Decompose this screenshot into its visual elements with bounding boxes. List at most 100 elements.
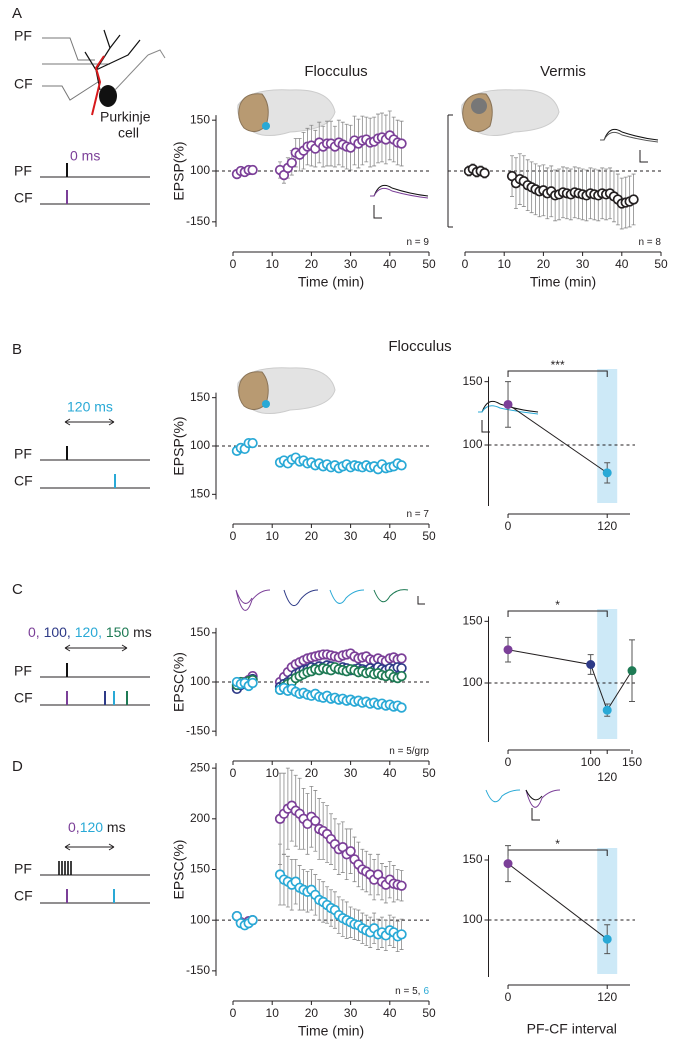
x-axis-label: Time (min) xyxy=(530,274,596,290)
x-tick-label: 50 xyxy=(422,766,436,780)
data-point xyxy=(602,468,612,478)
highlight-band xyxy=(597,848,618,974)
x-tick-label: 50 xyxy=(422,529,436,543)
data-point xyxy=(479,167,490,179)
chart-title: Flocculus xyxy=(388,338,451,355)
cf-label: CF xyxy=(14,888,33,904)
timing-part: ms xyxy=(103,819,126,835)
y-tick-label: 100 xyxy=(190,163,210,177)
scale-bar xyxy=(417,596,425,605)
y-tick-label: 200 xyxy=(190,811,210,825)
stim-line xyxy=(40,176,150,205)
diagram-label: PF xyxy=(14,28,32,44)
cf-label: CF xyxy=(14,690,33,706)
data-point xyxy=(503,859,513,869)
data-point xyxy=(396,653,407,664)
y-axis-label: EPSC(%) xyxy=(171,840,187,900)
data-point xyxy=(247,437,258,449)
cf-label: CF xyxy=(14,473,33,489)
trace xyxy=(373,589,409,603)
chart-title: Vermis xyxy=(540,63,586,80)
trace xyxy=(525,789,543,801)
chart: Flocculus 150 100 -150 EPSP(%) 0 10 20 30 40 50 Tim… xyxy=(171,63,436,290)
x-tick-label: 120 xyxy=(597,990,617,1004)
climbing-fiber xyxy=(91,55,105,116)
sample-size: n = 8 xyxy=(638,237,661,248)
trace xyxy=(370,184,429,197)
timing-label: 0,120 ms xyxy=(68,819,126,835)
y-tick-label: -150 xyxy=(186,963,210,977)
x-tick-label: 50 xyxy=(422,1006,436,1020)
cell-body xyxy=(99,85,117,107)
highlight-band xyxy=(597,609,618,739)
pf-label: PF xyxy=(14,163,32,179)
sample-size-part: n = 7 xyxy=(406,509,429,520)
scale-bar xyxy=(639,150,648,163)
data-point xyxy=(345,846,356,857)
y-tick-label: 100 xyxy=(190,674,210,688)
data-point xyxy=(627,666,637,676)
stim-line xyxy=(40,676,150,706)
x-tick-label: 30 xyxy=(344,1006,358,1020)
x-tick-label: 0 xyxy=(230,257,237,271)
flocculus-marker xyxy=(262,122,270,130)
sample-size-part: n = 5, xyxy=(395,986,420,997)
y-tick-label: -150 xyxy=(186,723,210,737)
y-tick-label: 150 xyxy=(190,390,210,404)
panel-letter: B xyxy=(12,341,22,358)
x-tick-label: 20 xyxy=(305,766,319,780)
x-tick-label: 100 xyxy=(581,755,601,769)
data-point xyxy=(586,660,596,669)
scale-bar xyxy=(373,205,382,219)
trace xyxy=(478,400,539,413)
connector-line xyxy=(507,863,608,940)
stim-line xyxy=(40,874,150,904)
x-tick-label: 30 xyxy=(344,257,358,271)
x-tick-label: 40 xyxy=(383,257,397,271)
wiring xyxy=(42,37,110,101)
y-axis-label: EPSP(%) xyxy=(171,141,187,200)
chart: 150 100 0 120 PF-CF interval * xyxy=(462,837,635,1037)
panel-d-diagram: D 0,120 ms PF CF xyxy=(12,758,150,904)
x-tick-label: 40 xyxy=(383,1006,397,1020)
data-point xyxy=(602,934,612,944)
interval-arrow xyxy=(64,843,115,851)
y-tick-label: 100 xyxy=(462,912,482,926)
connector-line xyxy=(507,404,608,474)
diagram-label: cell xyxy=(118,125,139,141)
y-axis-label: EPSP(%) xyxy=(171,416,187,475)
timing-label: 120 ms xyxy=(67,399,113,415)
y-tick-label: 150 xyxy=(190,862,210,876)
data-point xyxy=(396,670,407,682)
stim-line xyxy=(40,459,150,489)
timing-part: 120, xyxy=(75,624,106,640)
y-tick-label: 150 xyxy=(190,112,210,126)
x-tick-label: 10 xyxy=(266,529,280,543)
x-tick-label: 30 xyxy=(344,766,358,780)
sample-size-part: 6 xyxy=(423,986,429,997)
sample-size: n = 9 xyxy=(406,237,429,248)
x-tick-label: 40 xyxy=(383,766,397,780)
y-tick-label: 100 xyxy=(190,912,210,926)
x-axis-label: PF-CF interval xyxy=(527,1021,617,1037)
x-axis-label: Time (min) xyxy=(298,274,364,290)
sample-size: n = 7 xyxy=(406,509,429,520)
x-tick-label: 10 xyxy=(498,257,512,271)
flocculus-marker xyxy=(262,400,270,408)
scale-bar xyxy=(531,808,540,821)
x-tick-label: 40 xyxy=(383,529,397,543)
x-tick-label: 0 xyxy=(230,529,237,543)
electrode xyxy=(114,49,166,91)
annotation: * xyxy=(555,837,560,851)
data-point xyxy=(396,880,407,891)
significance-bracket xyxy=(507,610,608,617)
pf-label: PF xyxy=(14,861,32,877)
chart-title: Flocculus xyxy=(304,63,367,80)
timing-label: 0 ms xyxy=(70,148,100,164)
x-tick-label: 10 xyxy=(266,766,280,780)
sample-size-part: n = 5/grp xyxy=(389,746,429,757)
x-tick-label: 0 xyxy=(505,755,512,769)
connector-line xyxy=(507,649,633,712)
panel-c-diagram: C 0, 100, 120, 150 ms PF CF xyxy=(12,581,152,706)
